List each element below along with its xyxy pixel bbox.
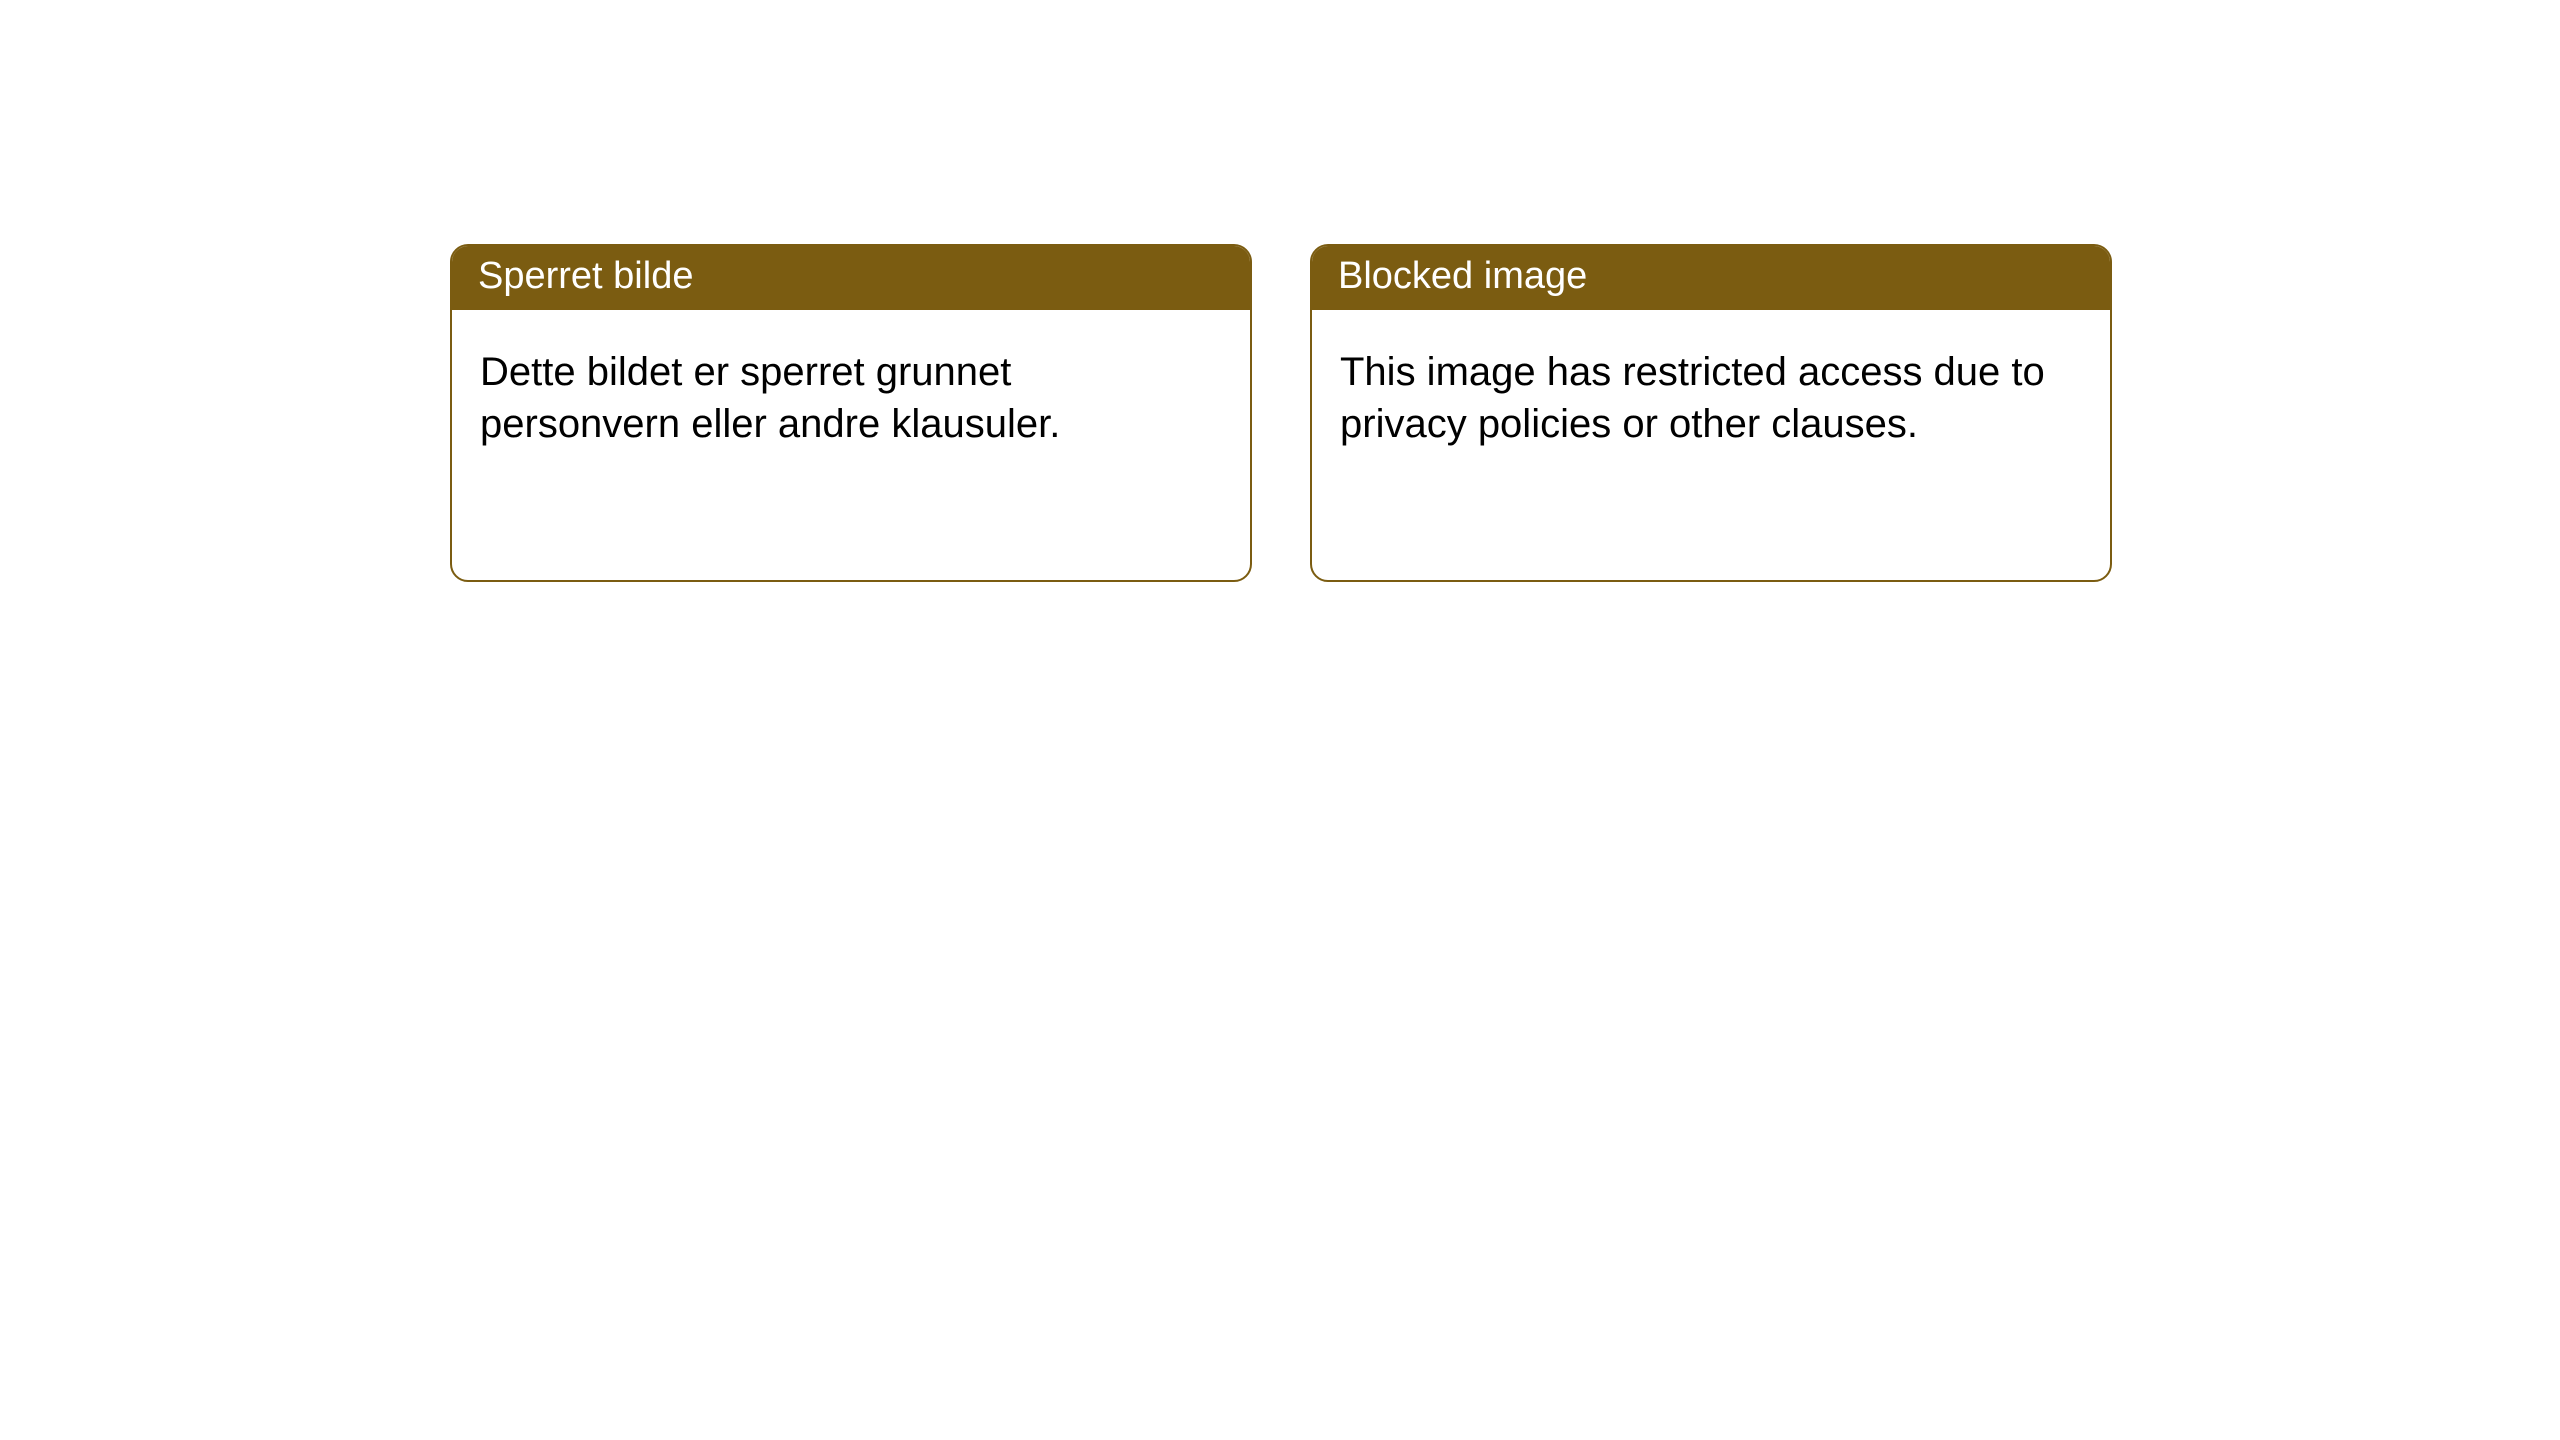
notice-title-english: Blocked image (1312, 246, 2110, 310)
notice-title-norwegian: Sperret bilde (452, 246, 1250, 310)
notice-body-english: This image has restricted access due to … (1312, 310, 2110, 580)
notice-card-english: Blocked image This image has restricted … (1310, 244, 2112, 582)
notices-container: Sperret bilde Dette bildet er sperret gr… (0, 0, 2560, 582)
notice-body-norwegian: Dette bildet er sperret grunnet personve… (452, 310, 1250, 580)
notice-card-norwegian: Sperret bilde Dette bildet er sperret gr… (450, 244, 1252, 582)
